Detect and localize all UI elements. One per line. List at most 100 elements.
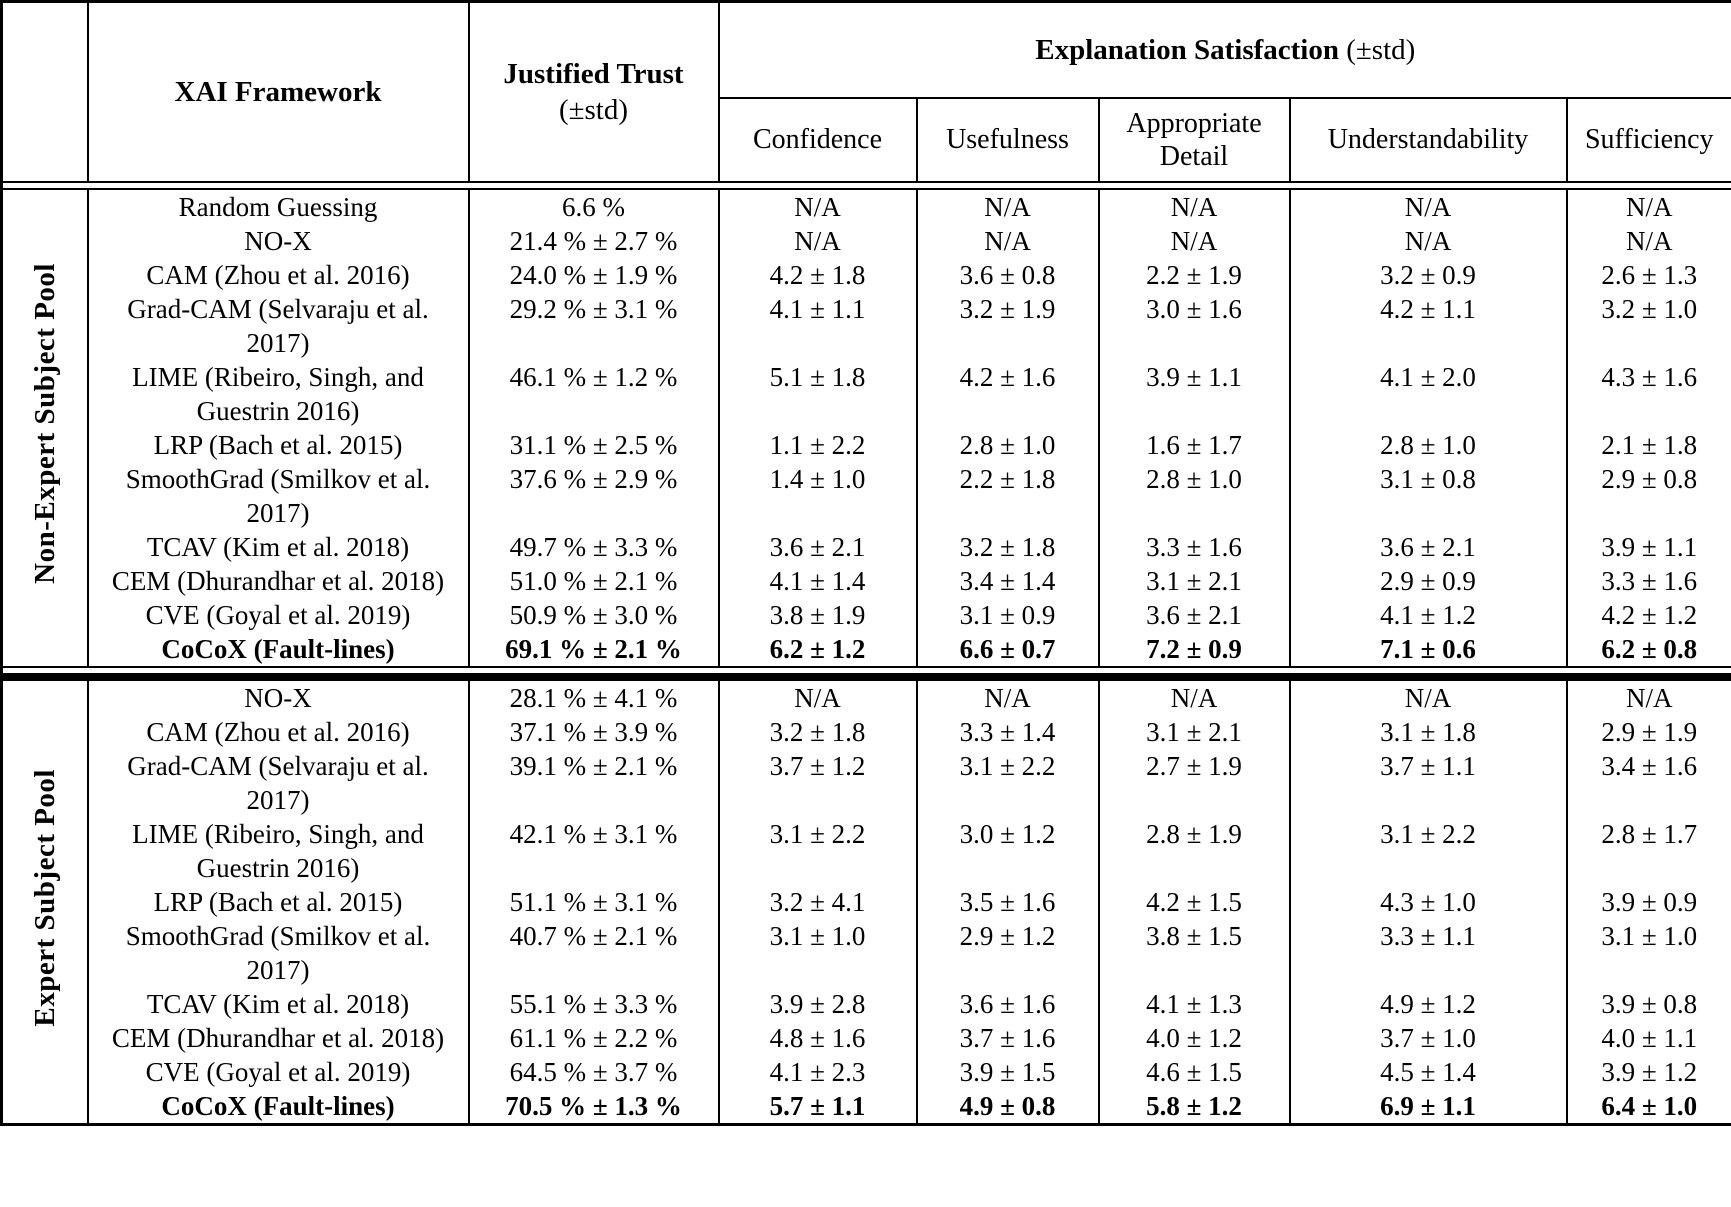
- justified-trust-cell: 37.1 % ± 3.9 %: [467, 714, 720, 749]
- understandability-cell: 3.1 ± 2.2: [1288, 816, 1568, 885]
- understandability-cell: 3.2 ± 0.9: [1288, 257, 1568, 292]
- confidence-cell: 3.7 ± 1.2: [717, 748, 918, 817]
- column-header-appropriate-detail: Appropriate Detail: [1097, 96, 1291, 183]
- confidence-cell: 3.1 ± 1.0: [717, 918, 918, 987]
- appropriate-detail-cell: 2.8 ± 1.9: [1097, 816, 1291, 885]
- appropriate-detail-cell: 3.6 ± 2.1: [1097, 597, 1291, 632]
- confidence-cell: 5.1 ± 1.8: [717, 359, 918, 428]
- table-row: NO-X 21.4 % ± 2.7 % N/A N/A N/A N/A N/A: [2, 223, 1731, 258]
- confidence-cell: 5.7 ± 1.1: [717, 1088, 918, 1124]
- usefulness-cell: 4.2 ± 1.6: [915, 359, 1100, 428]
- table-row: CVE (Goyal et al. 2019) 50.9 % ± 3.0 % 3.8…: [2, 597, 1731, 632]
- column-header-understandability: Understandability: [1288, 96, 1568, 183]
- usefulness-cell: 3.1 ± 0.9: [915, 597, 1100, 632]
- table-row: CoCoX (Fault-lines) 70.5 % ± 1.3 % 5.7 ± 1…: [2, 1088, 1731, 1124]
- table-row: CAM (Zhou et al. 2016) 24.0 % ± 1.9 % 4.2 …: [2, 257, 1731, 292]
- usefulness-cell: N/A: [915, 223, 1100, 258]
- usefulness-cell: N/A: [915, 188, 1100, 224]
- appropriate-detail-cell: 4.1 ± 1.3: [1097, 986, 1291, 1021]
- sufficiency-cell: 2.1 ± 1.8: [1565, 427, 1731, 462]
- confidence-cell: 3.1 ± 2.2: [717, 816, 918, 885]
- understandability-cell: 3.1 ± 1.8: [1288, 714, 1568, 749]
- framework-cell: Grad-CAM (Selvaraju et al. 2017): [86, 291, 470, 360]
- understandability-cell: 3.7 ± 1.1: [1288, 748, 1568, 817]
- justified-trust-cell: 61.1 % ± 2.2 %: [467, 1020, 720, 1055]
- usefulness-cell: 2.2 ± 1.8: [915, 461, 1100, 530]
- xai-results-table: XAI Framework Justified Trust (±std) Exp…: [0, 0, 1731, 1126]
- table-row: LRP (Bach et al. 2015) 31.1 % ± 2.5 % 1.1 …: [2, 427, 1731, 462]
- confidence-cell: 3.8 ± 1.9: [717, 597, 918, 632]
- confidence-cell: 3.2 ± 1.8: [717, 714, 918, 749]
- understandability-cell: 4.1 ± 2.0: [1288, 359, 1568, 428]
- table-row: TCAV (Kim et al. 2018) 49.7 % ± 3.3 % 3.6 …: [2, 529, 1731, 564]
- appropriate-detail-cell: 3.9 ± 1.1: [1097, 359, 1291, 428]
- appropriate-detail-cell: N/A: [1097, 188, 1291, 224]
- confidence-cell: N/A: [717, 188, 918, 224]
- appropriate-detail-cell: 3.1 ± 2.1: [1097, 714, 1291, 749]
- framework-cell: NO-X: [86, 676, 470, 715]
- sufficiency-cell: 3.2 ± 1.0: [1565, 291, 1731, 360]
- pool-divider-line: [1, 665, 1731, 681]
- pool-label-cell: Non-Expert Subject Pool: [0, 188, 89, 667]
- paper-results-table: XAI Framework Justified Trust (±std) Exp…: [0, 0, 1731, 1126]
- table-row: Expert Subject Pool NO-X 28.1 % ± 4.1 % N/A…: [0, 676, 1731, 1124]
- usefulness-cell: 3.2 ± 1.9: [915, 291, 1100, 360]
- appropriate-detail-cell: 5.8 ± 1.2: [1097, 1088, 1291, 1124]
- framework-cell: Grad-CAM (Selvaraju et al. 2017): [86, 748, 470, 817]
- justified-trust-cell: 6.6 %: [467, 188, 720, 224]
- appropriate-detail-cell: N/A: [1097, 676, 1291, 715]
- usefulness-cell: 2.9 ± 1.2: [915, 918, 1100, 987]
- table-body: Non-Expert Subject Pool Random Guessing 6.…: [0, 181, 1731, 1124]
- understandability-cell: 3.3 ± 1.1: [1288, 918, 1568, 987]
- confidence-cell: 3.2 ± 4.1: [717, 884, 918, 919]
- pool-label-cell: Expert Subject Pool: [0, 676, 89, 1124]
- understandability-cell: 4.2 ± 1.1: [1288, 291, 1568, 360]
- sufficiency-cell: 6.2 ± 0.8: [1565, 631, 1731, 667]
- sufficiency-cell: 3.9 ± 1.2: [1565, 1054, 1731, 1089]
- appropriate-detail-cell: 7.2 ± 0.9: [1097, 631, 1291, 667]
- column-header-confidence: Confidence: [717, 96, 918, 183]
- justified-trust-cell: 39.1 % ± 2.1 %: [467, 748, 720, 817]
- table-header: XAI Framework Justified Trust (±std) Exp…: [0, 0, 1731, 183]
- appropriate-detail-cell: 3.1 ± 2.1: [1097, 563, 1291, 598]
- column-header-usefulness: Usefulness: [915, 96, 1100, 183]
- appropriate-detail-cell: N/A: [1097, 223, 1291, 258]
- table-row: Grad-CAM (Selvaraju et al. 2017) 29.2 % ±…: [2, 291, 1731, 360]
- confidence-cell: N/A: [717, 676, 918, 715]
- sufficiency-cell: 4.0 ± 1.1: [1565, 1020, 1731, 1055]
- appropriate-detail-cell: 4.0 ± 1.2: [1097, 1020, 1291, 1055]
- appropriate-detail-cell: 3.8 ± 1.5: [1097, 918, 1291, 987]
- table-row: CEM (Dhurandhar et al. 2018) 51.0 % ± 2.1…: [2, 563, 1731, 598]
- sufficiency-cell: 3.9 ± 0.9: [1565, 884, 1731, 919]
- understandability-cell: 3.7 ± 1.0: [1288, 1020, 1568, 1055]
- pool-divider: [1, 665, 1731, 681]
- usefulness-cell: 3.1 ± 2.2: [915, 748, 1100, 817]
- framework-cell: CVE (Goyal et al. 2019): [86, 597, 470, 632]
- justified-trust-cell: 29.2 % ± 3.1 %: [467, 291, 720, 360]
- appropriate-detail-cell: 3.3 ± 1.6: [1097, 529, 1291, 564]
- framework-cell: CoCoX (Fault-lines): [86, 631, 470, 667]
- usefulness-cell: 4.9 ± 0.8: [915, 1088, 1100, 1124]
- justified-trust-cell: 46.1 % ± 1.2 %: [467, 359, 720, 428]
- confidence-cell: 6.2 ± 1.2: [717, 631, 918, 667]
- sufficiency-cell: N/A: [1565, 676, 1731, 715]
- framework-cell: TCAV (Kim et al. 2018): [86, 529, 470, 564]
- sufficiency-cell: 3.9 ± 1.1: [1565, 529, 1731, 564]
- understandability-cell: 4.9 ± 1.2: [1288, 986, 1568, 1021]
- appropriate-detail-cell: 2.2 ± 1.9: [1097, 257, 1291, 292]
- appropriate-detail-cell: 4.6 ± 1.5: [1097, 1054, 1291, 1089]
- framework-cell: SmoothGrad (Smilkov et al. 2017): [86, 461, 470, 530]
- confidence-cell: 3.9 ± 2.8: [717, 986, 918, 1021]
- corner-cell: [0, 0, 89, 183]
- understandability-cell: 3.6 ± 2.1: [1288, 529, 1568, 564]
- understandability-cell: 4.5 ± 1.4: [1288, 1054, 1568, 1089]
- explanation-satisfaction-title: Explanation Satisfaction: [1035, 33, 1339, 66]
- table-row: CEM (Dhurandhar et al. 2018) 61.1 % ± 2.2…: [2, 1020, 1731, 1055]
- justified-trust-cell: 21.4 % ± 2.7 %: [467, 223, 720, 258]
- justified-trust-cell: 55.1 % ± 3.3 %: [467, 986, 720, 1021]
- table-row: LIME (Ribeiro, Singh, and Guestrin 2016)…: [2, 359, 1731, 428]
- justified-trust-title: Justified Trust: [503, 57, 684, 90]
- table-row: Grad-CAM (Selvaraju et al. 2017) 39.1 % ±…: [2, 748, 1731, 817]
- appropriate-detail-cell: 2.8 ± 1.0: [1097, 461, 1291, 530]
- understandability-cell: 4.1 ± 1.2: [1288, 597, 1568, 632]
